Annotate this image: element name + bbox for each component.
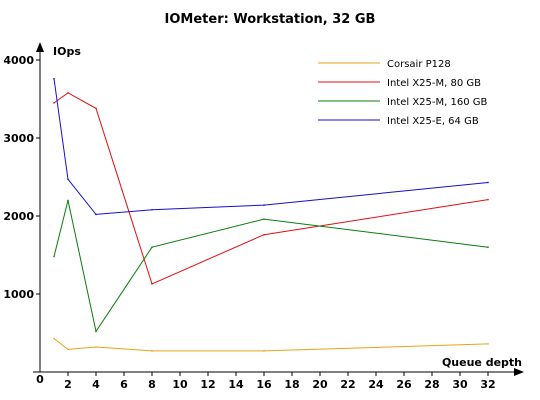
data-point [263, 233, 265, 236]
data-point [67, 91, 69, 94]
x-tick-label: 6 [120, 378, 128, 391]
x-axis-arrow [514, 368, 524, 376]
data-point [53, 337, 55, 340]
legend-label: Intel X25-M, 80 GB [387, 78, 481, 89]
data-point [151, 350, 153, 352]
data-point [95, 213, 97, 216]
x-tick-label: 24 [368, 378, 384, 391]
data-point [487, 246, 489, 248]
legend-label: Intel X25-M, 160 GB [387, 97, 488, 108]
x-tick-label: 20 [312, 378, 328, 391]
data-point [95, 107, 97, 110]
series-line-1 [53, 338, 489, 352]
ticks-layer: 2 4 6 8 10 12 14 16 18 20 22 24 26 28 30 32100020003000… [3, 54, 495, 391]
x-tick-label: 14 [228, 378, 244, 391]
x-tick-label: 2 [64, 378, 72, 391]
x-tick-label: 10 [172, 378, 188, 391]
data-point [263, 204, 265, 206]
data-point [263, 218, 265, 220]
y-axis-arrow [36, 42, 44, 52]
data-point [53, 77, 55, 80]
data-point [151, 246, 153, 248]
data-point [95, 346, 97, 348]
chart-title: IOMeter: Workstation, 32 GB [165, 12, 376, 27]
x-tick-label: 26 [396, 378, 412, 391]
x-tick-label: 28 [424, 378, 439, 391]
y-tick-label: 1000 [3, 288, 34, 301]
data-point [53, 102, 55, 104]
x-tick-label: 22 [340, 378, 355, 391]
data-point [263, 350, 265, 352]
x-axis-label: Queue depth [442, 356, 522, 369]
legend-label: Intel X25-E, 64 GB [387, 116, 479, 127]
legend-label: Corsair P128 [387, 59, 451, 70]
data-point [487, 343, 489, 345]
data-point [151, 283, 153, 285]
data-point [487, 198, 489, 201]
y-tick-label: 3000 [3, 132, 34, 145]
x-tick-label: 18 [284, 378, 299, 391]
data-point [151, 208, 153, 211]
y-tick-label: 2000 [3, 210, 34, 223]
x-tick-label: 12 [200, 378, 215, 391]
x-tick-label: 16 [256, 378, 272, 391]
data-point [67, 178, 69, 181]
x-tick-label: 30 [452, 378, 468, 391]
data-point [95, 330, 97, 333]
y-tick-label: 4000 [3, 54, 34, 67]
x-tick-label: 32 [480, 378, 495, 391]
series-line-3 [53, 200, 489, 333]
series-layer [53, 77, 489, 352]
legend: Corsair P128 Intel X25-M, 80 GB Intel X25-… [318, 59, 488, 127]
series-line-4 [53, 78, 489, 215]
x-tick-label: 4 [92, 378, 100, 391]
origin-label: 0 [36, 373, 44, 386]
data-point [53, 255, 55, 258]
y-axis-label: IOps [53, 45, 81, 58]
data-point [487, 181, 489, 184]
x-tick-label: 8 [148, 378, 156, 391]
series-line-2 [53, 92, 489, 285]
data-point [67, 348, 69, 351]
data-point [67, 199, 69, 202]
